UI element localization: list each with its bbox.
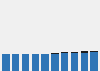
Bar xyxy=(81,51,88,53)
Bar xyxy=(90,51,98,52)
Bar xyxy=(71,53,78,71)
Bar xyxy=(51,53,59,54)
Bar xyxy=(51,54,59,71)
Bar xyxy=(41,54,49,71)
Bar xyxy=(90,52,98,71)
Bar xyxy=(61,52,68,53)
Bar xyxy=(32,54,39,71)
Bar xyxy=(71,52,78,53)
Bar xyxy=(12,54,19,71)
Bar xyxy=(22,54,29,71)
Bar xyxy=(61,53,68,71)
Bar xyxy=(81,53,88,71)
Bar xyxy=(2,54,10,71)
